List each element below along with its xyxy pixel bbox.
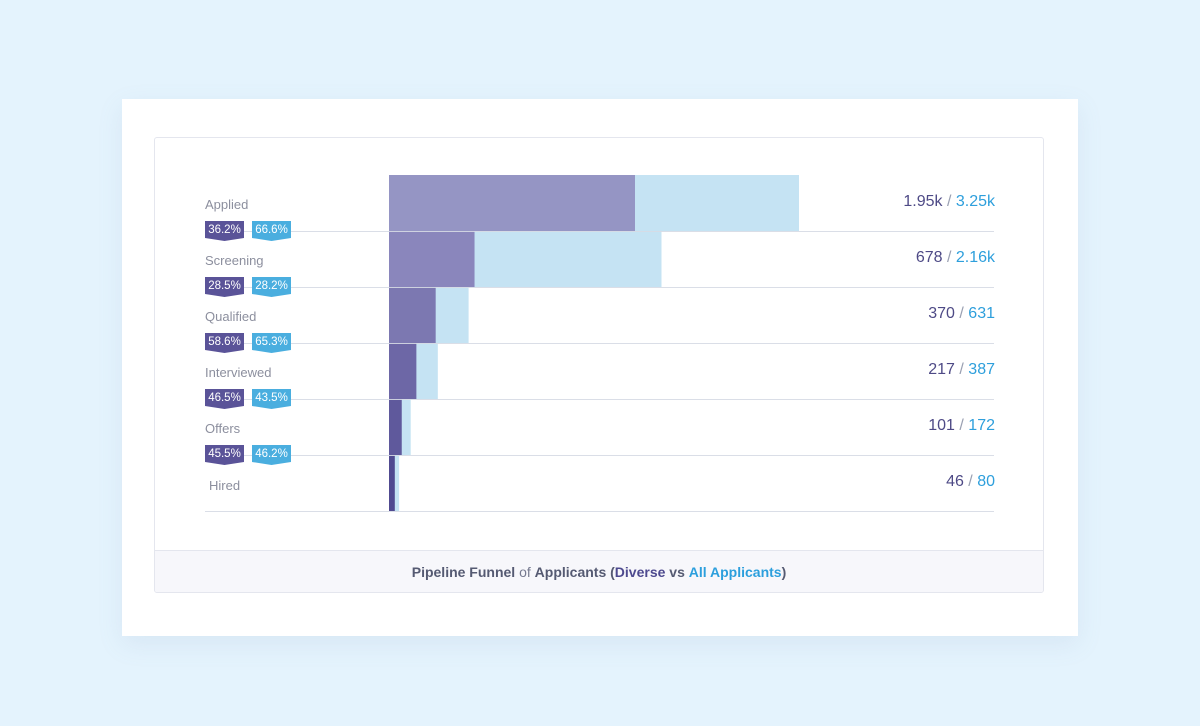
count-diverse-offers: 101 [928, 417, 955, 434]
count-diverse-qualified: 370 [928, 305, 955, 322]
stage-label-applied: Applied [205, 197, 249, 212]
bar-diverse-interviewed [389, 343, 417, 399]
stage-label-offers: Offers [205, 421, 241, 436]
conversion-badge-all-screening: 28.2% [252, 277, 291, 294]
conversion-badge-all-interviewed: 43.5% [252, 389, 291, 406]
count-all-offers: 172 [968, 417, 995, 434]
chart-panel: Applied 36.2% 66.6% 1.95k / 3.25k Screening 2… [154, 137, 1044, 593]
bar-diverse-screening [389, 231, 475, 287]
count-qualified: 370 / 631 [928, 305, 995, 323]
caption-legend-diverse: Diverse [614, 563, 666, 580]
chart-card: Applied 36.2% 66.6% 1.95k / 3.25k Screening 2… [122, 99, 1078, 636]
count-offers: 101 / 172 [928, 417, 995, 435]
caption-part-1: Pipeline Funnel [411, 563, 516, 580]
conversion-badge-diverse-offers: 45.5% [205, 445, 244, 462]
count-all-screening: 2.16k [955, 249, 995, 266]
conversion-badge-diverse-interviewed: 46.5% [205, 389, 244, 406]
bar-diverse-qualified [389, 287, 436, 343]
count-all-hired: 80 [977, 473, 995, 490]
count-interviewed: 217 / 387 [928, 361, 995, 379]
count-all-interviewed: 387 [968, 361, 995, 378]
caption-part-7: ) [781, 563, 787, 580]
stage-label-qualified: Qualified [205, 309, 257, 324]
count-hired: 46 / 80 [946, 473, 995, 491]
conversion-badge-all-applied: 66.6% [252, 221, 291, 238]
caption-part-3: Applicants ( [534, 563, 615, 580]
conversion-badge-all-offers: 46.2% [252, 445, 291, 462]
chart-caption: Pipeline Funnel of Applicants ( Diverse … [155, 550, 1043, 592]
count-diverse-screening: 678 [915, 249, 943, 266]
conversion-badge-all-qualified: 65.3% [252, 333, 291, 350]
count-separator: / [954, 417, 969, 434]
conversion-badge-diverse-screening: 28.5% [205, 277, 244, 294]
bar-diverse-hired [389, 455, 395, 511]
count-separator: / [942, 193, 956, 210]
count-diverse-hired: 46 [946, 473, 964, 490]
count-separator: / [954, 305, 969, 322]
caption-part-5: vs [669, 563, 685, 580]
count-diverse-interviewed: 217 [928, 361, 955, 378]
conversion-badge-diverse-qualified: 58.6% [205, 333, 244, 350]
count-diverse-applied: 1.95k [903, 193, 943, 210]
count-all-qualified: 631 [968, 305, 995, 322]
funnel-chart [205, 175, 994, 512]
conversion-badge-diverse-applied: 36.2% [205, 221, 244, 238]
stage-label-interviewed: Interviewed [205, 365, 272, 380]
count-separator: / [963, 473, 978, 490]
stage-label-screening: Screening [205, 253, 264, 268]
count-all-applied: 3.25k [955, 193, 995, 210]
caption-legend-all: All Applicants [688, 563, 782, 580]
bar-diverse-applied [389, 175, 635, 231]
caption-part-2: of [519, 563, 531, 580]
count-separator: / [954, 361, 969, 378]
count-separator: / [942, 249, 956, 266]
count-applied: 1.95k / 3.25k [903, 193, 995, 211]
bar-diverse-offers [389, 399, 402, 455]
stage-label-hired: Hired [209, 478, 241, 493]
count-screening: 678 / 2.16k [916, 249, 995, 267]
